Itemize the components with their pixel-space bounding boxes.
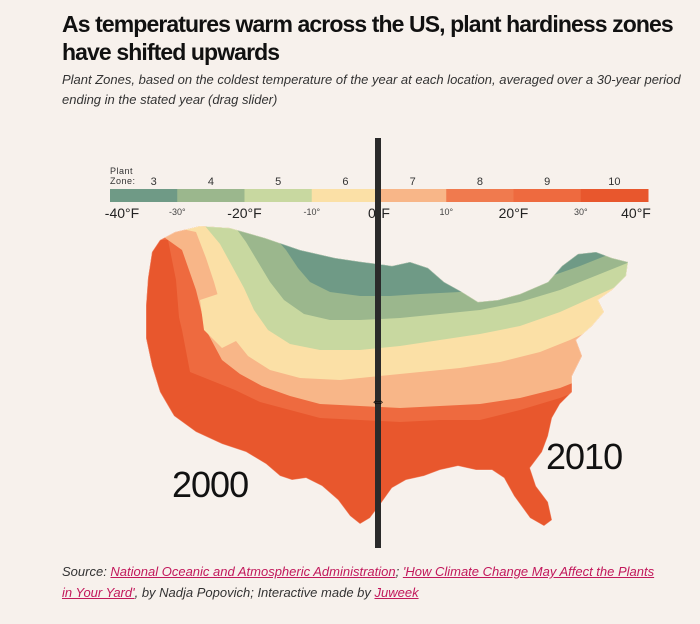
us-outline [145,225,629,527]
legend-temperature-label: -40°F [104,205,140,221]
legend-zone-number: 9 [544,176,551,188]
source-separator: ; [395,564,403,579]
source-link-article[interactable]: 'How Climate Change May Affect the Plant… [62,564,655,600]
legend-caption-line1: Plant [110,166,134,176]
legend-caption-line2: Zone: [110,176,136,186]
legend-temperature-label: -20°F [227,205,262,221]
source-link-juweek[interactable]: Juweek [374,585,419,600]
source-prefix: Source: [62,564,111,579]
page-subtitle: Plant Zones, based on the coldest temper… [62,72,681,107]
source-note: Source: National Oceanic and Atmospheric… [62,561,662,603]
page-title: As temperatures warm across the US, plan… [62,11,674,65]
zone-6-pocket [200,290,252,348]
zone-8-coast [146,240,200,420]
legend-temperature-label: 40°F [621,205,651,221]
source-link-noaa[interactable]: National Oceanic and Atmospheric Adminis… [110,564,396,579]
legend-temperature-label: 30° [573,207,588,217]
legend-temperature-label: 10° [439,207,454,217]
year-label-left: 2000 [172,464,249,505]
legend-zone-number: 3 [150,176,157,188]
legend-caption: Plant Zone: [110,166,136,186]
legend-zone-number: 7 [409,176,416,188]
legend-zone-number: 6 [342,176,349,188]
legend-zone-number: 5 [275,176,282,188]
legend-zone-number: 4 [207,176,214,188]
comparison-slider-bar[interactable] [375,138,381,548]
source-byline: , by Nadja Popovich; Interactive made by [134,585,375,600]
legend-temperature-label: -30° [168,207,186,217]
year-label-right: 2010 [546,436,623,477]
legend-zone-number: 10 [608,176,621,188]
legend-zone-number: 8 [476,176,483,188]
resize-horizontal-icon[interactable]: ⇔ [370,393,386,410]
legend-temperature-label: -10° [303,207,321,217]
legend-temperature-label: 20°F [498,205,529,221]
